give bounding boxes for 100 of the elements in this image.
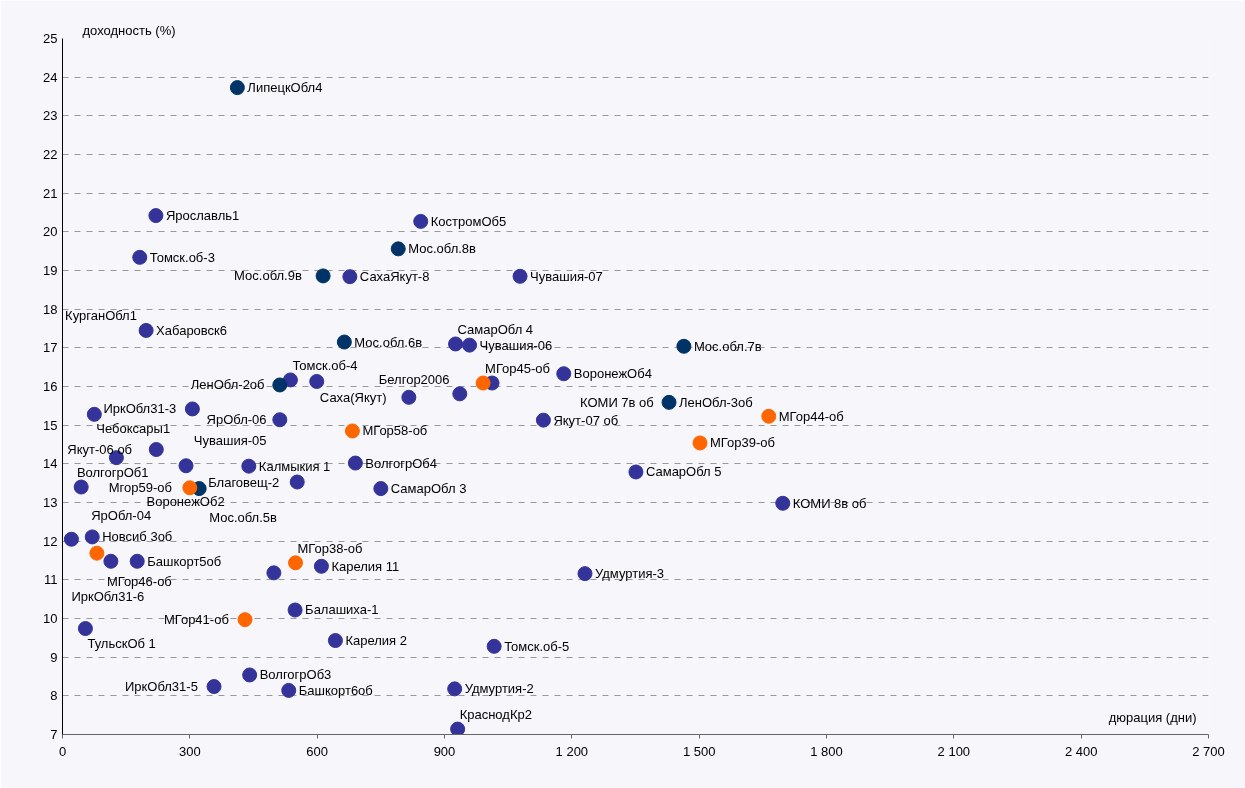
y-tick-label: 7 xyxy=(50,727,58,742)
y-tick-label: 23 xyxy=(43,108,58,124)
annotation: Чувашия-06 xyxy=(479,337,553,353)
x-tick-label: 2 700 xyxy=(1192,743,1225,759)
point xyxy=(184,401,200,417)
annotation: МГор58-об xyxy=(362,423,428,439)
y-tick-label: 17 xyxy=(43,340,58,356)
annotation: СамарОбл 3 xyxy=(390,481,467,497)
x-tick-label: 1 500 xyxy=(682,743,716,759)
point xyxy=(327,633,343,649)
y-tick-label: 24 xyxy=(43,69,58,85)
x-tick-label: 0 xyxy=(58,743,67,759)
point xyxy=(486,638,502,654)
point xyxy=(289,474,305,490)
annotation: СамарОбл 4 xyxy=(457,321,534,337)
annotation: Башкорт6об xyxy=(298,682,373,698)
annotation: Мос.обл.9в xyxy=(234,268,302,284)
point xyxy=(138,322,154,338)
annotation: ЯрОбл-06 xyxy=(206,412,267,428)
annotation: Якут-06 об xyxy=(67,442,133,458)
annotation: ЯрОбл-04 xyxy=(91,508,152,524)
annotation: ИркОбл31-6 xyxy=(71,589,145,605)
point xyxy=(148,442,164,458)
point xyxy=(475,375,491,391)
x-tick-label: 600 xyxy=(306,743,329,759)
point xyxy=(272,377,288,393)
point xyxy=(676,338,692,354)
annotation: ВолгогрОб3 xyxy=(259,667,332,683)
point xyxy=(241,458,257,474)
point xyxy=(84,529,100,545)
point xyxy=(315,268,331,284)
annotation: МГор45-об xyxy=(485,361,551,377)
annotation: Новсиб 3об xyxy=(102,529,173,545)
y-tick-label: 20 xyxy=(43,224,58,240)
y-tick-label: 16 xyxy=(43,379,58,394)
y-tick-label: 13 xyxy=(43,495,58,510)
point xyxy=(761,408,777,424)
point xyxy=(129,553,145,569)
annotation: Чувашия-05 xyxy=(193,432,267,448)
y-tick-label: 11 xyxy=(44,572,58,588)
annotation: ИркОбл31-5 xyxy=(125,679,198,695)
annotation: Хабаровск6 xyxy=(156,322,228,338)
annotation: Томск.об-4 xyxy=(292,357,358,373)
point xyxy=(692,435,708,451)
point xyxy=(288,555,304,571)
annotation: Якут-07 об xyxy=(553,412,619,428)
annotation: ВоронежОб4 xyxy=(573,366,652,382)
annotation: Мос.обл.5в xyxy=(209,509,278,525)
point xyxy=(661,394,677,410)
point xyxy=(313,558,329,574)
annotation: Благовещ-2 xyxy=(208,474,280,490)
annotation: ВоронежОб2 xyxy=(146,493,225,509)
annotation: Калмыкия 1 xyxy=(258,458,331,474)
point xyxy=(336,334,352,350)
annotation: Томск.об-5 xyxy=(504,638,570,654)
annotation: КОМИ 8в об xyxy=(792,495,867,511)
y-tick-label: 14 xyxy=(43,456,58,472)
point xyxy=(628,464,644,480)
point xyxy=(86,406,102,422)
annotation: МГор46-об xyxy=(106,574,172,590)
y-tick-label: 22 xyxy=(43,147,58,162)
annotation: ЛенОбл-2об xyxy=(190,377,265,393)
annotation: МГор44-об xyxy=(778,408,844,424)
point xyxy=(556,366,572,382)
point xyxy=(448,336,464,352)
point xyxy=(77,621,93,637)
point xyxy=(344,423,360,439)
x-tick-label: 300 xyxy=(178,743,201,759)
x-tick-label: 1 800 xyxy=(810,743,843,759)
point xyxy=(272,412,288,428)
point xyxy=(237,612,253,628)
point xyxy=(281,682,297,698)
point xyxy=(347,455,363,471)
point xyxy=(342,269,358,285)
y-tick-label: 21 xyxy=(43,185,58,201)
point xyxy=(535,412,551,428)
y-tick-label: 25 xyxy=(43,31,58,46)
point xyxy=(390,241,406,257)
annotation: МГор38-об xyxy=(297,540,363,556)
annotation: Мос.обл.8в xyxy=(408,241,477,257)
annotation: ВолгогрОб4 xyxy=(365,455,438,471)
point xyxy=(182,480,198,496)
point xyxy=(577,566,593,582)
point xyxy=(775,495,791,511)
annotation: СахаЯкут-8 xyxy=(359,269,430,285)
point xyxy=(413,213,429,229)
annotation: КОМИ 7в об xyxy=(580,394,654,410)
annotation: ЛенОбл-3об xyxy=(679,394,753,410)
point xyxy=(132,249,148,265)
point xyxy=(447,681,463,697)
point xyxy=(148,208,164,224)
x-tick-label: 2 400 xyxy=(1064,743,1098,759)
annotation: Томск.об-3 xyxy=(149,249,215,265)
annotation: Мос.обл.7в xyxy=(693,338,762,354)
annotation: Балашиха-1 xyxy=(305,602,379,618)
point xyxy=(73,479,89,495)
point xyxy=(103,553,119,569)
annotation: Белгор2006 xyxy=(378,371,450,387)
annotation: Удмуртия-3 xyxy=(594,566,665,582)
point xyxy=(287,602,303,618)
